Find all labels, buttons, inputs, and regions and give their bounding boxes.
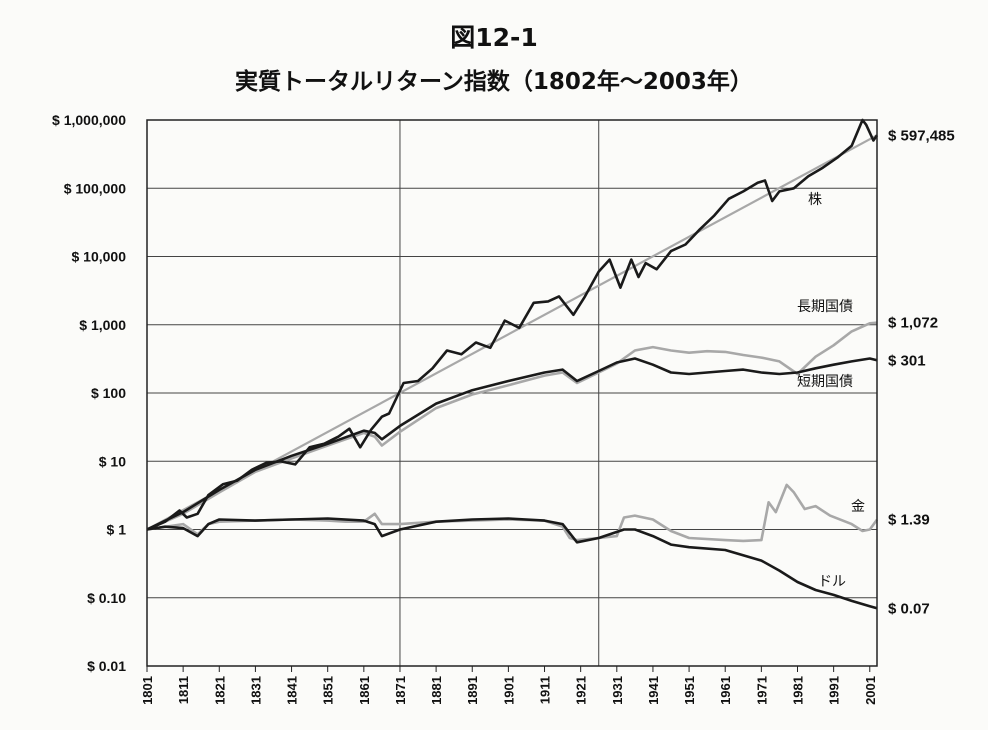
- y-tick-label: $ 0.10: [87, 590, 126, 606]
- series-line: [146, 357, 878, 531]
- x-axis-ticks: 1801 1811 1821 1831 1841 1851 1861 1871 1881 1891…: [140, 666, 878, 705]
- y-axis-ticks: $ 1,000,000 $ 100,000 $ 10,000 $ 1,000 $ 100…: [52, 112, 126, 674]
- series-name-label: 長期国債: [797, 299, 853, 315]
- y-tick-label: $ 0.01: [87, 658, 126, 674]
- x-tick-label: 1871: [393, 676, 408, 705]
- x-tick-label: 1851: [321, 676, 336, 705]
- series-line: [146, 118, 879, 531]
- series-group: [146, 118, 879, 610]
- series-name-label: 金: [851, 499, 865, 515]
- series-name-label: 株: [808, 192, 822, 208]
- x-tick-label: 1801: [140, 676, 155, 705]
- y-tick-label: $ 10: [99, 453, 126, 469]
- y-tick-label: $ 100,000: [64, 180, 126, 196]
- x-tick-label: 1881: [429, 676, 444, 705]
- x-tick-label: 1901: [501, 676, 516, 705]
- y-tick-label: $ 1: [107, 522, 127, 538]
- x-tick-label: 1821: [212, 676, 227, 705]
- end-value-label: $ 1.39: [888, 512, 930, 529]
- end-value-label: $ 0.07: [888, 600, 930, 617]
- series-line: [146, 483, 879, 543]
- series-line: [146, 517, 878, 610]
- x-tick-label: 1831: [248, 676, 263, 705]
- x-tick-label: 1811: [176, 676, 191, 704]
- end-value-label: $ 597,485: [888, 127, 955, 144]
- end-value-label: $ 301: [888, 352, 926, 369]
- x-tick-label: 1941: [646, 676, 661, 705]
- x-tick-label: 1911: [538, 676, 553, 704]
- x-tick-label: 1891: [465, 676, 480, 705]
- x-tick-label: 1951: [682, 676, 697, 705]
- x-tick-label: 1971: [754, 676, 769, 705]
- y-tick-label: $ 10,000: [72, 249, 127, 265]
- x-tick-label: 2001: [863, 676, 878, 705]
- x-tick-label: 1921: [574, 676, 589, 705]
- x-tick-label: 1861: [357, 676, 372, 705]
- figure-label: 図12-1: [450, 23, 538, 52]
- plot-frame: [146, 119, 878, 667]
- series-name-label: ドル: [818, 574, 846, 590]
- y-tick-label: $ 1,000,000: [52, 112, 126, 128]
- x-tick-label: 1991: [827, 676, 842, 705]
- x-tick-label: 1981: [790, 676, 805, 705]
- series-labels: $ 597,485 株 $ 1,072 長期国債 $ 301 短期国債 $ 1.39 金 $ 0…: [797, 127, 955, 617]
- x-tick-label: 1841: [285, 676, 300, 705]
- x-tick-label: 1931: [610, 676, 625, 705]
- end-value-label: $ 1,072: [888, 315, 938, 332]
- x-tick-label: 1961: [718, 676, 733, 705]
- series-line: [146, 321, 878, 531]
- series-name-label: 短期国債: [797, 374, 853, 390]
- grid-lines: [147, 119, 877, 667]
- y-tick-label: $ 1,000: [79, 317, 126, 333]
- y-tick-label: $ 100: [91, 385, 126, 401]
- chart-title: 実質トータルリターン指数（1802年～2003年）: [235, 69, 753, 95]
